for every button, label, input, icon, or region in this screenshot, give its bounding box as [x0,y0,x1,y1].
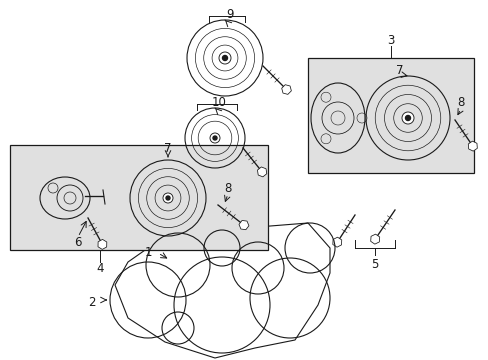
Polygon shape [468,141,476,151]
Polygon shape [370,234,379,244]
Circle shape [165,196,170,200]
Circle shape [213,136,217,140]
Polygon shape [239,220,248,230]
Circle shape [401,112,413,124]
Polygon shape [257,167,266,177]
Text: 4: 4 [96,261,104,274]
Circle shape [163,193,173,203]
Text: 10: 10 [211,96,226,109]
Polygon shape [98,239,106,249]
Circle shape [222,55,227,60]
Text: 1: 1 [144,247,152,260]
Bar [307,58,473,173]
Text: 5: 5 [370,258,378,271]
Polygon shape [332,237,341,247]
Text: 7: 7 [164,141,171,154]
Text: 6: 6 [74,235,81,248]
Text: 8: 8 [224,181,231,194]
Text: 7: 7 [395,63,403,77]
Text: 8: 8 [456,96,464,109]
Bar [10,145,267,250]
Circle shape [405,116,409,121]
Text: 9: 9 [226,8,233,21]
Text: 3: 3 [386,33,394,46]
Circle shape [209,133,220,143]
Circle shape [219,52,230,64]
Polygon shape [281,85,291,94]
Text: 2: 2 [88,296,96,309]
